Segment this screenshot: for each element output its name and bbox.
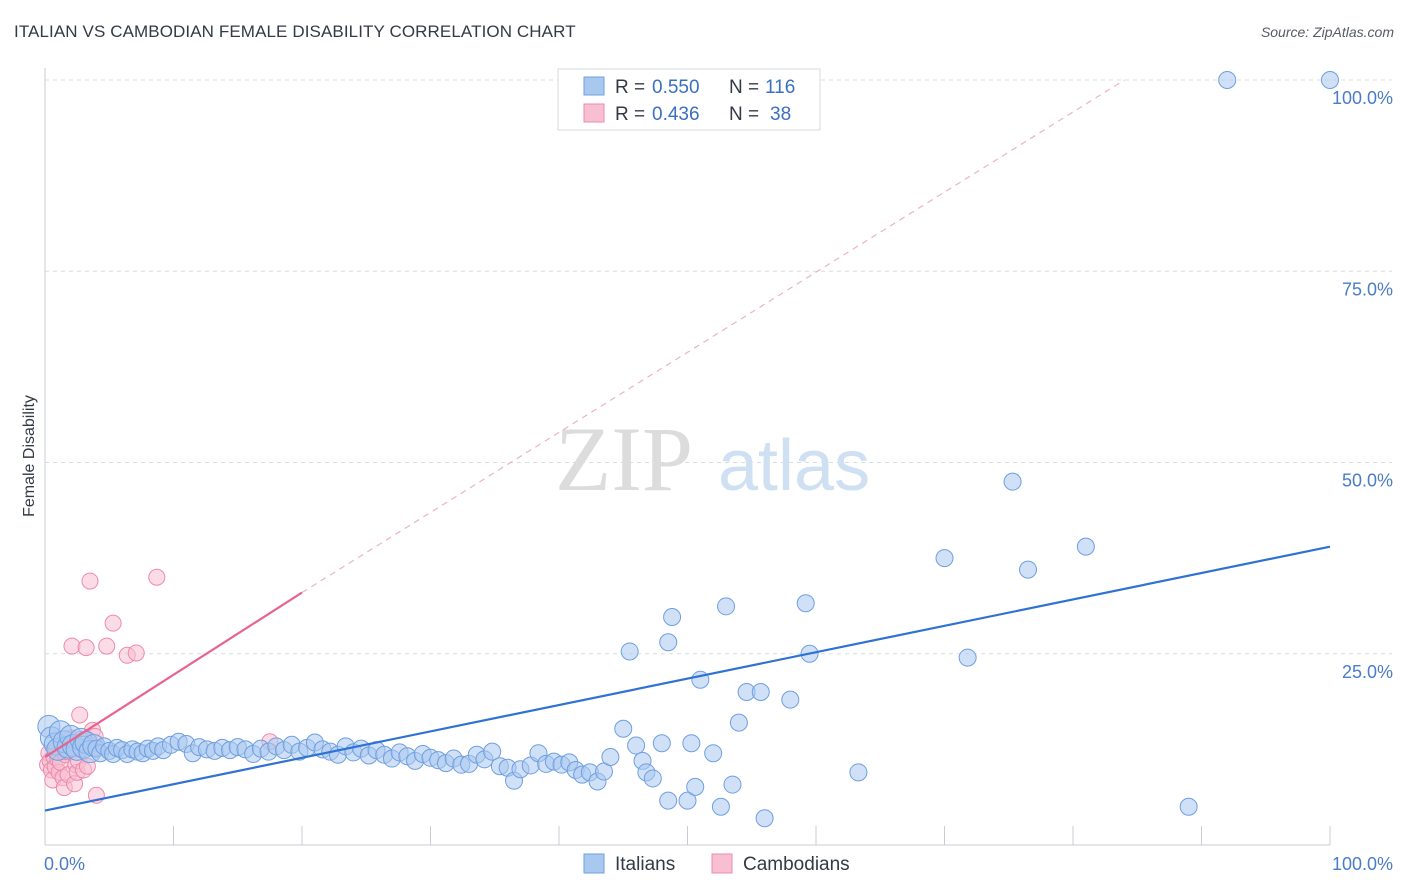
italians-point-72 <box>483 742 502 761</box>
italians-point-91 <box>627 736 646 755</box>
legend-n-value-1: 116 <box>765 77 795 98</box>
italians-point-94 <box>643 769 662 788</box>
legend-n-label-1: N = <box>729 77 759 98</box>
legend-r-value-1: 0.550 <box>652 77 700 98</box>
y-tick-label-1: 50.0% <box>1342 471 1393 491</box>
cambodians-point-28 <box>81 572 99 590</box>
x-tick-label-0: 0.0% <box>44 854 85 874</box>
italians-point-96 <box>659 791 678 810</box>
cambodians-points <box>39 568 279 804</box>
grid-lines <box>45 79 1392 655</box>
bottom-legend-italians: Italians <box>615 854 675 875</box>
italians-point-122 <box>1321 71 1339 89</box>
italians-point-99 <box>678 791 697 810</box>
cambodians-point-33 <box>104 614 122 632</box>
italians-point-89 <box>614 719 633 738</box>
chart-title: ITALIAN VS CAMBODIAN FEMALE DISABILITY C… <box>14 22 576 41</box>
legend: R = 0.550 N = 116 R = 0.436 N = 38 <box>557 68 821 131</box>
y-tick-label-3: 100.0% <box>1332 88 1393 108</box>
italians-point-109 <box>751 683 770 701</box>
italians-trend-line <box>44 545 1331 812</box>
cambodians-point-35 <box>127 644 145 662</box>
italians-point-110 <box>755 809 774 828</box>
legend-swatch-cambodians <box>583 103 605 123</box>
tick-labels: 25.0% 50.0% 75.0% 100.0% 0.0% 100.0% <box>44 88 1393 874</box>
legend-r-label-2: R = <box>615 104 645 125</box>
italians-point-88 <box>601 748 620 767</box>
italians-point-118 <box>1019 560 1038 579</box>
y-tick-label-2: 75.0% <box>1342 279 1393 299</box>
watermark-atlas: atlas <box>718 426 870 506</box>
watermark-zip: ZIP <box>555 408 693 510</box>
cambodians-trend-extension <box>301 79 1125 594</box>
italians-point-97 <box>663 608 682 627</box>
bottom-legend-swatch-italians <box>583 853 605 874</box>
legend-swatch-italians <box>583 76 605 96</box>
italians-point-95 <box>652 734 671 753</box>
italians-point-112 <box>796 594 815 613</box>
bottom-legend: Italians Cambodians <box>583 853 850 875</box>
cambodians-point-23 <box>71 706 89 724</box>
y-axis-label: Female Disability <box>21 395 38 517</box>
italians-point-101 <box>686 777 705 796</box>
italians-point-111 <box>781 690 800 709</box>
italians-point-98 <box>659 633 678 652</box>
legend-r-label-1: R = <box>615 77 645 98</box>
legend-n-label-2: N = <box>729 104 759 125</box>
italians-point-105 <box>717 597 736 616</box>
legend-r-value-2: 0.436 <box>652 104 700 125</box>
cambodians-point-32 <box>98 637 116 655</box>
cambodians-trend-line <box>44 591 303 758</box>
italians-point-114 <box>849 763 868 782</box>
italians-point-116 <box>935 549 954 568</box>
trend-lines <box>44 79 1331 812</box>
italians-point-120 <box>1179 797 1198 816</box>
italians-point-104 <box>711 797 730 816</box>
y-tick-label-0: 25.0% <box>1342 662 1393 682</box>
italians-point-107 <box>729 713 748 732</box>
legend-n-value-2: 38 <box>770 104 791 125</box>
axes <box>44 68 1331 846</box>
italians-point-106 <box>723 775 742 794</box>
source-label: Source: ZipAtlas.com <box>1260 24 1394 40</box>
italians-point-100 <box>682 734 701 753</box>
cambodians-point-18 <box>63 637 81 655</box>
italians-point-119 <box>1076 537 1095 556</box>
bottom-legend-swatch-cambodians <box>711 853 733 874</box>
cambodians-point-36 <box>148 568 166 586</box>
italians-point-115 <box>958 648 977 667</box>
watermark: ZIP atlas <box>555 408 870 510</box>
italians-point-103 <box>704 744 723 763</box>
x-tick-label-1: 100.0% <box>1332 854 1393 874</box>
italians-point-117 <box>1003 472 1022 491</box>
cambodians-point-26 <box>77 639 95 657</box>
italians-point-90 <box>620 642 639 661</box>
italians-point-121 <box>1218 71 1237 89</box>
bottom-legend-cambodians: Cambodians <box>743 854 850 875</box>
